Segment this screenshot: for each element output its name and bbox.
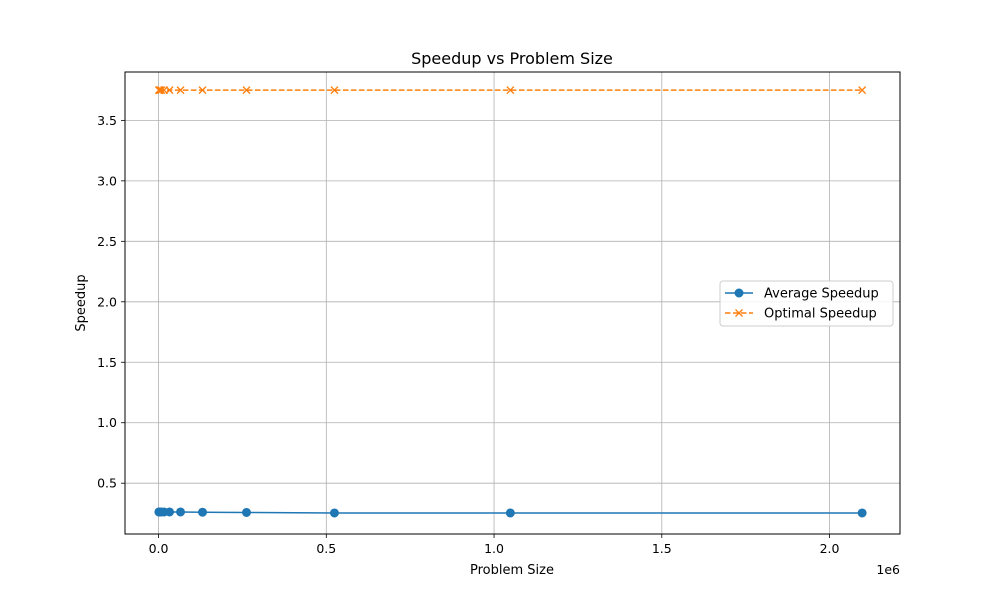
average-speedup-point [176, 507, 186, 517]
average-speedup-series [154, 507, 867, 518]
optimal-speedup-point [157, 86, 166, 95]
average-speedup-point [329, 508, 339, 518]
y-tick-label: 3.5 [97, 113, 117, 128]
average-speedup-point [241, 507, 251, 517]
y-tick-label: 2.5 [97, 234, 117, 249]
optimal-speedup-point [198, 86, 207, 95]
y-tick-label: 1.0 [97, 415, 117, 430]
y-tick-label: 0.5 [97, 476, 117, 491]
y-axis-ticks: 0.5 1.0 1.5 2.0 2.5 3.0 3.5 [97, 113, 125, 491]
x-tick-label: 0.0 [149, 541, 169, 556]
average-speedup-point [857, 508, 867, 518]
legend-marker-optimal-speedup [735, 309, 743, 317]
optimal-speedup-point [165, 86, 174, 95]
average-speedup-point [198, 507, 208, 517]
average-speedup-point [165, 507, 175, 517]
optimal-speedup-point [242, 86, 251, 95]
legend: Average Speedup Optimal Speedup [719, 280, 894, 327]
series-layer [154, 86, 867, 518]
y-tick-label: 2.0 [97, 294, 117, 309]
optimal-speedup-series [154, 86, 867, 95]
plot-frame [124, 71, 901, 535]
legend-box [719, 280, 894, 327]
x-axis-ticks: 0.0 0.5 1.0 1.5 2.0 [149, 534, 840, 556]
average-speedup-point [505, 508, 515, 518]
optimal-speedup-point [858, 86, 867, 95]
x-tick-label: 0.5 [316, 541, 336, 556]
optimal-speedup-point [506, 86, 515, 95]
optimal-speedup-point [330, 86, 339, 95]
x-tick-label: 1.0 [484, 541, 504, 556]
legend-label-optimal-speedup: Optimal Speedup [764, 307, 877, 322]
y-tick-label: 1.5 [97, 355, 117, 370]
optimal-speedup-point [176, 86, 185, 95]
x-axis-label: Problem Size [470, 563, 554, 578]
y-tick-label: 3.0 [97, 173, 117, 188]
x-tick-label: 1.5 [652, 541, 672, 556]
chart-title: Speedup vs Problem Size [411, 49, 613, 68]
x-axis-offset-label: 1e6 [876, 562, 900, 577]
legend-label-average-speedup: Average Speedup [764, 287, 879, 302]
legend-marker-average-speedup [734, 288, 744, 298]
x-tick-label: 2.0 [820, 541, 840, 556]
y-axis-label: Speedup [74, 274, 89, 331]
